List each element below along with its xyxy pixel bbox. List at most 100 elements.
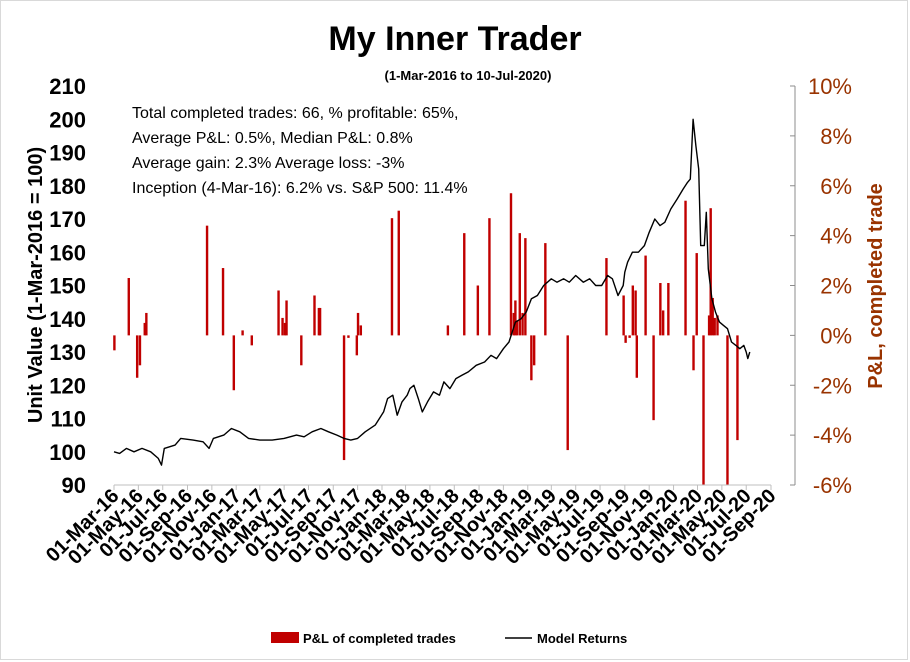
left-tick-label: 150 — [49, 274, 86, 299]
annotation-line-2: Average P&L: 0.5%, Median P&L: 0.8% — [132, 130, 413, 147]
x-axis: 01-Mar-1601-May-1601-Jul-1601-Sep-1601-N… — [42, 484, 781, 569]
legend-label-model: Model Returns — [537, 631, 627, 646]
left-tick-label: 100 — [49, 440, 86, 465]
pnl-bar — [488, 218, 491, 336]
pnl-bar — [509, 193, 513, 336]
right-tick-label: 4% — [820, 224, 852, 249]
pnl-bar — [622, 295, 625, 336]
pnl-bar — [628, 335, 631, 338]
right-tick-label: -4% — [813, 423, 852, 448]
pnl-bar — [446, 325, 450, 336]
pnl-bar — [624, 335, 627, 343]
pnl-bar — [702, 335, 705, 485]
right-tick-label: -2% — [813, 373, 852, 398]
pnl-bar — [512, 312, 515, 336]
left-tick-label: 160 — [49, 240, 86, 265]
model-returns-line — [113, 118, 751, 466]
pnl-bar — [652, 335, 655, 421]
pnl-bar — [684, 200, 687, 336]
annotation-line-3: Average gain: 2.3% Average loss: -3% — [132, 155, 404, 172]
pnl-bar — [631, 285, 635, 336]
left-tick-label: 120 — [49, 373, 86, 398]
right-tick-label: 8% — [820, 124, 852, 149]
pnl-bar — [476, 285, 480, 336]
pnl-bar — [521, 312, 524, 336]
pnl-bar — [726, 335, 729, 485]
pnl-bar — [342, 335, 346, 461]
right-tick-label: 6% — [820, 174, 852, 199]
left-tick-label: 110 — [51, 407, 87, 432]
pnl-bar — [709, 208, 712, 336]
pnl-bar — [667, 283, 670, 336]
pnl-bar — [692, 335, 695, 371]
pnl-bar — [566, 335, 569, 451]
pnl-bar — [661, 310, 665, 336]
right-tick-label: 2% — [820, 274, 852, 299]
pnl-bar — [241, 330, 244, 336]
pnl-bar — [285, 300, 288, 336]
left-tick-label: 200 — [49, 107, 86, 132]
left-tick-label: 130 — [49, 340, 86, 365]
chart-title: My Inner Trader — [328, 20, 581, 58]
pnl-bar — [644, 255, 647, 336]
pnl-bar — [514, 300, 517, 336]
legend: P&L of completed trades Model Returns — [271, 631, 627, 646]
pnl-bar — [524, 238, 527, 336]
pnl-bar — [659, 283, 662, 336]
right-tick-label: 0% — [820, 323, 852, 348]
pnl-bar — [347, 335, 350, 338]
pnl-bars — [113, 193, 739, 485]
pnl-bar — [127, 278, 130, 336]
pnl-bar — [277, 290, 280, 336]
left-tick-label: 90 — [62, 473, 86, 498]
pnl-bar — [318, 307, 322, 336]
pnl-bar — [634, 290, 637, 336]
pnl-bar — [530, 335, 533, 381]
chart-subtitle: (1-Mar-2016 to 10-Jul-2020) — [385, 68, 552, 83]
right-axis-label: P&L, completed trade — [865, 183, 887, 389]
pnl-bar — [113, 335, 116, 351]
pnl-bar — [635, 335, 639, 378]
left-tick-label: 190 — [49, 141, 86, 166]
pnl-bar — [695, 253, 698, 336]
pnl-bar — [463, 233, 466, 336]
pnl-bar — [205, 225, 209, 336]
pnl-bar — [283, 322, 287, 336]
pnl-bar — [355, 335, 359, 356]
pnl-bar — [707, 315, 711, 336]
pnl-bar — [397, 210, 400, 336]
pnl-bar — [605, 258, 608, 336]
pnl-bar — [544, 243, 547, 336]
pnl-bar — [138, 335, 142, 366]
right-tick-label: -6% — [813, 473, 852, 498]
pnl-bar — [711, 297, 714, 336]
pnl-bar — [518, 233, 521, 336]
pnl-bar — [281, 317, 284, 336]
pnl-bar — [532, 335, 536, 366]
pnl-bar — [716, 315, 719, 336]
pnl-bar — [736, 335, 739, 441]
annotation-line-1: Total completed trades: 66, % profitable… — [132, 105, 458, 122]
pnl-bar — [250, 335, 253, 346]
left-tick-label: 210 — [49, 74, 86, 99]
pnl-bar — [145, 312, 148, 336]
model-returns-series — [113, 118, 751, 466]
right-axis: -6% -4% -2% 0% 2% 4% 6% 8% 10% — [790, 74, 852, 498]
pnl-bar — [356, 312, 360, 336]
legend-swatch-pnl — [271, 632, 299, 643]
pnl-bar — [390, 218, 394, 336]
pnl-bar — [313, 295, 316, 336]
pnl-bar — [135, 335, 139, 378]
pnl-bar — [143, 322, 146, 336]
pnl-bar — [221, 268, 225, 336]
pnl-bar — [232, 335, 236, 391]
right-tick-label: 10% — [808, 74, 852, 99]
left-axis-label: Unit Value (1-Mar-2016 = 100) — [25, 147, 47, 423]
annotation-line-4: Inception (4-Mar-16): 6.2% vs. S&P 500: … — [132, 180, 468, 197]
pnl-bar — [300, 335, 303, 366]
left-tick-label: 170 — [49, 207, 86, 232]
pnl-bar — [359, 325, 363, 336]
pnl-bar — [713, 317, 716, 336]
pnl-bar — [515, 320, 519, 336]
